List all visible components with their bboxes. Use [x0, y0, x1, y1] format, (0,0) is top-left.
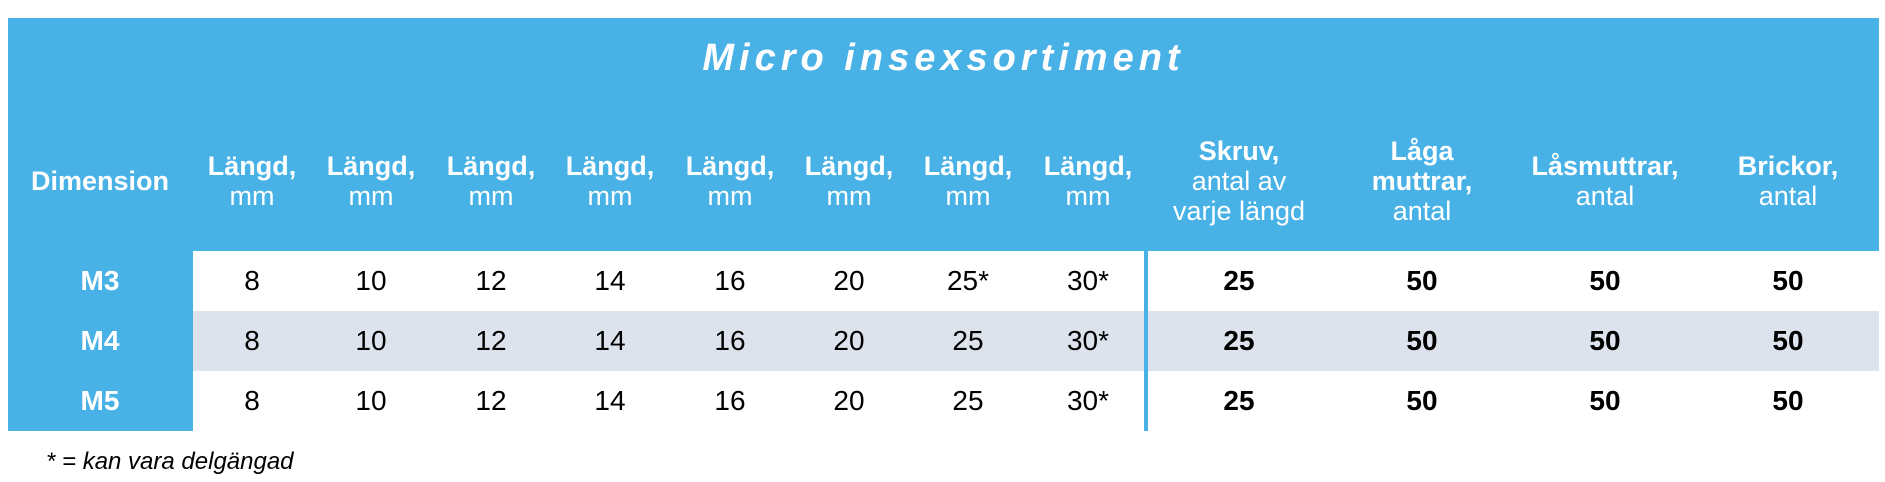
header-bold: Längd, [446, 150, 536, 181]
dimension-band [8, 251, 193, 431]
header-normal: varje längd [1172, 195, 1306, 226]
header-bold: Längd, [1043, 150, 1133, 181]
table-cell: 50 [1589, 265, 1621, 296]
table-cell: 20 [833, 385, 865, 416]
table-cell: 30* [1066, 265, 1110, 296]
table-cell: 14 [594, 325, 626, 356]
table-cell: 10 [355, 385, 387, 416]
table-cell: 50 [1589, 325, 1621, 356]
header-bold: muttrar, [1371, 165, 1473, 196]
table-cell: 50 [1772, 325, 1804, 356]
header-cell: Längd, mm [630, 110, 830, 251]
header-bold: Längd, [685, 150, 775, 181]
header-bold: Låga [1390, 135, 1454, 166]
header-cell: Låsmuttrar, antal [1505, 110, 1705, 251]
row-background [193, 371, 1879, 431]
header-bold: Dimension [30, 165, 170, 196]
header-normal: mm [229, 180, 275, 211]
table-cell: 50 [1406, 265, 1438, 296]
header-normal: mm [945, 180, 991, 211]
header-bold: Skruv, [1198, 135, 1280, 166]
table-cell: 12 [475, 265, 507, 296]
table-cell: 16 [714, 325, 746, 356]
header-cell: Längd, mm [868, 110, 1068, 251]
table-cell: 14 [594, 385, 626, 416]
table-cell: 10 [355, 265, 387, 296]
table-cell: 50 [1406, 325, 1438, 356]
header-bold: Låsmuttrar, [1531, 150, 1679, 181]
row-label: M5 [80, 385, 120, 416]
header-normal: mm [826, 180, 872, 211]
header-cell: Längd, mm [152, 110, 352, 251]
table-cell: 25 [952, 325, 984, 356]
header-band [8, 18, 1879, 251]
header-cell: Dimension [0, 110, 200, 251]
table-cell: 16 [714, 265, 746, 296]
table-cell: 25 [952, 385, 984, 416]
footnote: * = kan vara delgängad [46, 448, 294, 475]
header-normal: antal [1392, 195, 1452, 226]
table-cell: 25 [1223, 265, 1255, 296]
header-normal: mm [707, 180, 753, 211]
header-normal: mm [348, 180, 394, 211]
header-cell: Längd, mm [749, 110, 949, 251]
header-normal: antal [1575, 180, 1635, 211]
header-cell: Längd, mm [988, 110, 1188, 251]
table-cell: 8 [244, 325, 260, 356]
row-label: M4 [80, 325, 120, 356]
table-cell: 10 [355, 325, 387, 356]
header-cell: Skruv, antal av varje längd [1139, 110, 1339, 251]
row-background [193, 311, 1879, 371]
header-bold: Brickor, [1737, 150, 1839, 181]
header-cell: Låga muttrar, antal [1322, 110, 1522, 251]
table-cell: 20 [833, 325, 865, 356]
header-bold: Längd, [923, 150, 1013, 181]
header-normal: mm [1065, 180, 1111, 211]
header-bold: Längd, [326, 150, 416, 181]
table-cell: 25 [1223, 385, 1255, 416]
table-cell: 50 [1772, 265, 1804, 296]
header-bold: Längd, [207, 150, 297, 181]
table-cell: 25* [946, 265, 990, 296]
header-bold: Längd, [565, 150, 655, 181]
table-cell: 25 [1223, 325, 1255, 356]
header-normal: mm [468, 180, 514, 211]
table-cell: 50 [1772, 385, 1804, 416]
header-normal: antal av [1191, 165, 1287, 196]
header-normal: mm [587, 180, 633, 211]
header-bold: Längd, [804, 150, 894, 181]
table-cell: 14 [594, 265, 626, 296]
table-cell: 16 [714, 385, 746, 416]
table-cell: 20 [833, 265, 865, 296]
row-background [193, 251, 1879, 311]
table-cell: 8 [244, 385, 260, 416]
header-cell: Längd, mm [391, 110, 591, 251]
row-label: M3 [80, 265, 120, 296]
table-cell: 12 [475, 325, 507, 356]
table-cell: 50 [1589, 385, 1621, 416]
header-cell: Brickor, antal [1688, 110, 1885, 251]
header-cell: Längd, mm [510, 110, 710, 251]
table-cell: 12 [475, 385, 507, 416]
table-cell: 50 [1406, 385, 1438, 416]
column-separator [1144, 251, 1148, 431]
table-cell: 30* [1066, 325, 1110, 356]
title: Micro insexsortiment [702, 37, 1185, 79]
table-cell: 8 [244, 265, 260, 296]
header-normal: antal [1758, 180, 1818, 211]
header-cell: Längd, mm [271, 110, 471, 251]
table-cell: 30* [1066, 385, 1110, 416]
